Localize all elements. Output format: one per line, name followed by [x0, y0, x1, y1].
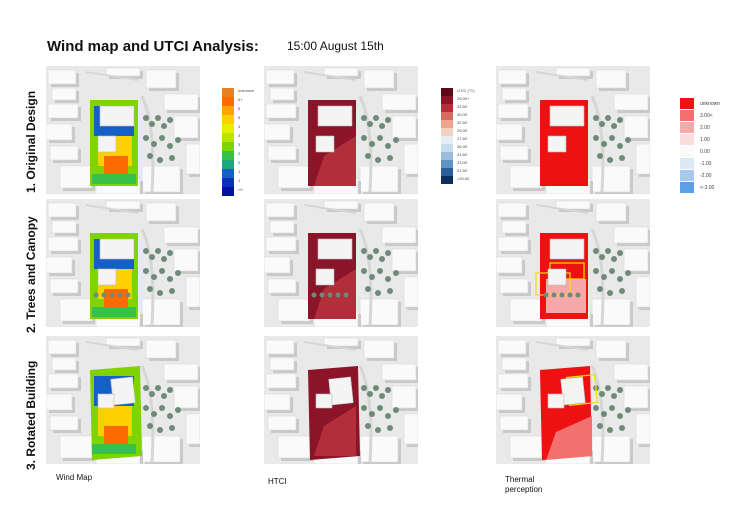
chart-title: Wind map and UTCI Analysis: [47, 38, 259, 55]
legend-swatch [680, 170, 694, 181]
time-subtitle: 15:00 August 15th [287, 39, 384, 53]
legend-swatch [680, 134, 694, 145]
legend-swatch [680, 146, 694, 157]
col-label-wind-map: Wind Map [56, 473, 93, 482]
legend-swatch [222, 178, 234, 187]
legend-label: 1 [238, 169, 241, 174]
legend-swatch [680, 182, 694, 193]
site-map-utci-3 [264, 336, 418, 464]
legend-swatch [680, 98, 694, 109]
legend-swatch [222, 160, 234, 169]
legend-swatch [441, 136, 453, 144]
legend-label: 4 [238, 124, 241, 129]
col-label-htci: HTCI [268, 477, 287, 486]
legend-swatch [222, 142, 234, 151]
legend-label: 3 [238, 142, 241, 147]
legend-swatch [222, 124, 234, 133]
legend-label: 5 [238, 115, 241, 120]
site-map-wind-3 [46, 336, 200, 464]
legend-label: <20.00 [457, 176, 470, 181]
legend-label: 1 [238, 178, 241, 183]
legend-label: -1.00 [700, 161, 712, 167]
legend-label: 0.00 [700, 149, 710, 155]
legend-swatch [441, 176, 453, 184]
row-label-rotated-building: 3. Rotated Building [24, 360, 38, 470]
legend-swatch [222, 115, 234, 124]
legend-swatch [441, 112, 453, 120]
legend-label: 6+ [238, 97, 243, 102]
legend-label: 5 [238, 106, 241, 111]
legend-label: 32.50 [457, 120, 468, 125]
row-label-trees-canopy: 2. Trees and Canopy [24, 216, 38, 333]
legend-label: -2.00 [700, 173, 712, 179]
legend-label: unknown [238, 88, 255, 93]
legend-swatch [441, 88, 453, 96]
legend-swatch [222, 169, 234, 178]
legend-swatch [222, 133, 234, 142]
legend-swatch [222, 187, 234, 196]
site-map-thermal-1 [496, 66, 650, 194]
legend-label: <-3.00 [700, 185, 715, 191]
legend-label: unknown [700, 101, 721, 107]
legend-label: 29.00+ [457, 96, 470, 101]
legend-label: 2.00 [700, 125, 710, 131]
legend-swatch [441, 160, 453, 168]
legend-label: 24.50 [457, 152, 468, 157]
legend-label: 21.50 [457, 168, 468, 173]
legend-swatch [441, 96, 453, 104]
legend-swatch [222, 106, 234, 115]
legend-swatch [222, 151, 234, 160]
legend-label: 29.00 [457, 128, 468, 133]
legend-label: 3.00< [700, 113, 713, 119]
legend-swatch [680, 158, 694, 169]
legend-label: 26.00 [457, 144, 468, 149]
legend-label: 23.00 [457, 160, 468, 165]
legend-label: 3 [238, 133, 241, 138]
site-map-thermal-3 [496, 336, 650, 464]
legend-swatch [222, 88, 234, 97]
col-label-thermal-perception: Thermal perception [505, 475, 543, 494]
site-map-utci-2 [264, 199, 418, 327]
legend-label: 1.00 [700, 137, 710, 143]
legend-swatch [441, 128, 453, 136]
legend-label: 2 [238, 151, 241, 156]
legend-swatch [222, 97, 234, 106]
legend-label: 30.00 [457, 112, 468, 117]
legend-label: UTCI (°C) [457, 88, 475, 93]
site-map-utci-1 [264, 66, 418, 194]
legend-label: 33.50 [457, 104, 468, 109]
legend-swatch [441, 168, 453, 176]
legend-label: 2 [238, 160, 241, 165]
site-map-wind-2 [46, 199, 200, 327]
legend-swatch [680, 122, 694, 133]
site-map-wind-1 [46, 66, 200, 194]
row-label-original-design: 1. Original Design [24, 90, 38, 193]
legend-swatch [441, 152, 453, 160]
legend-swatch [441, 144, 453, 152]
legend-label: 27.50 [457, 136, 468, 141]
legend-swatch [441, 120, 453, 128]
legend-swatch [680, 110, 694, 121]
legend-label: <0 [238, 187, 243, 192]
legend-swatch [441, 104, 453, 112]
site-map-thermal-2 [496, 199, 650, 327]
